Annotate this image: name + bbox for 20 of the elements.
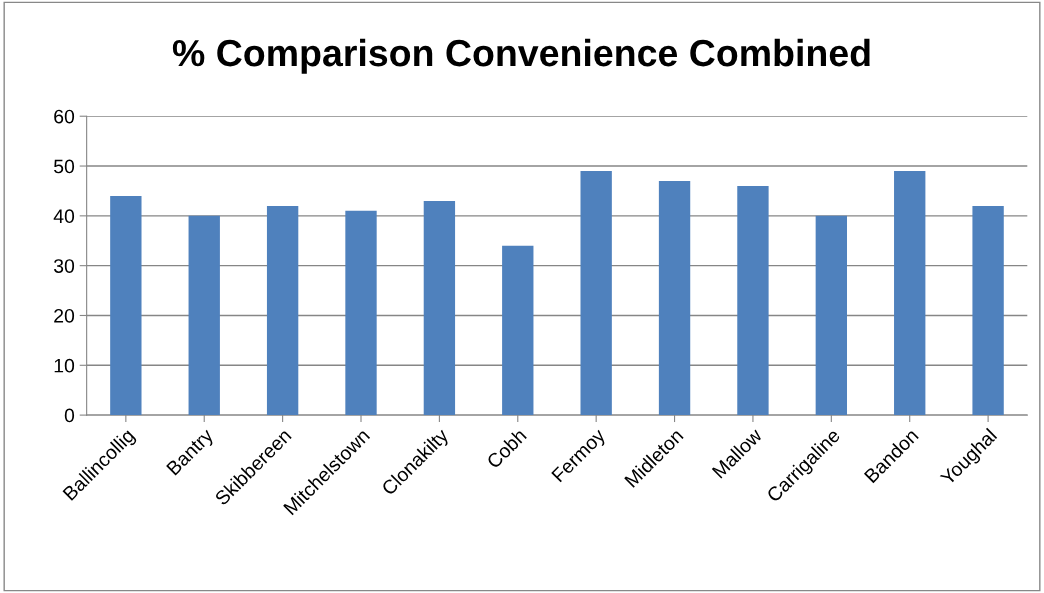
bar (188, 215, 220, 416)
bar (580, 171, 612, 416)
bar (345, 210, 377, 416)
chart-title: % Comparison Convenience Combined (172, 38, 870, 74)
bar (894, 171, 926, 416)
bar (423, 200, 456, 416)
bar (110, 195, 142, 416)
bar (972, 205, 1004, 416)
y-tick-label: 10 (54, 358, 75, 373)
y-tick-label: 40 (53, 209, 75, 224)
y-tick-label: 50 (54, 159, 75, 174)
y-tick-label: 0 (64, 408, 75, 423)
bar (737, 185, 769, 416)
bar (266, 205, 299, 416)
y-tick-label: 60 (54, 109, 75, 124)
y-tick-label: 20 (54, 308, 75, 323)
y-tick-label: 30 (53, 259, 75, 273)
bar (815, 215, 848, 416)
bar (502, 245, 534, 416)
bar (658, 180, 691, 416)
